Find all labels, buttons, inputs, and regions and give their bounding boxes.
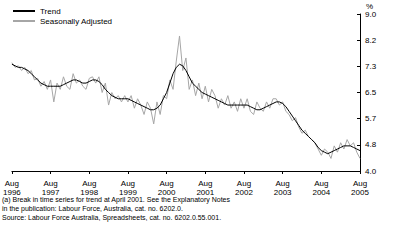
svg-text:in the publication: Labour For: in the publication: Labour Force, Austra… (2, 205, 183, 213)
svg-text:1999: 1999 (119, 188, 137, 197)
svg-text:Aug: Aug (5, 179, 19, 188)
svg-text:Aug: Aug (198, 179, 212, 188)
svg-text:1996: 1996 (3, 188, 21, 197)
svg-text:2003: 2003 (274, 188, 292, 197)
svg-text:Seasonally Adjusted: Seasonally Adjusted (40, 17, 112, 26)
svg-text:Trend: Trend (40, 7, 61, 16)
svg-text:Aug: Aug (353, 179, 367, 188)
svg-text:2004: 2004 (312, 188, 330, 197)
svg-text:Aug: Aug (276, 179, 290, 188)
svg-text:2001: 2001 (196, 188, 214, 197)
svg-text:5.7: 5.7 (365, 114, 377, 123)
svg-text:4.0: 4.0 (365, 167, 377, 176)
svg-text:9.0: 9.0 (365, 10, 377, 19)
svg-text:1997: 1997 (42, 188, 60, 197)
svg-text:(a) Break in time series for t: (a) Break in time series for trend at Ap… (2, 196, 231, 204)
svg-text:6.5: 6.5 (365, 88, 377, 97)
svg-text:Aug: Aug (43, 179, 57, 188)
svg-text:1998: 1998 (80, 188, 98, 197)
svg-text:Aug: Aug (159, 179, 173, 188)
svg-text:Aug: Aug (82, 179, 96, 188)
svg-text:2000: 2000 (158, 188, 176, 197)
svg-text:4.8: 4.8 (365, 140, 377, 149)
svg-text:Aug: Aug (314, 179, 328, 188)
svg-text:2005: 2005 (351, 188, 369, 197)
svg-text:2002: 2002 (235, 188, 253, 197)
svg-text:Aug: Aug (237, 179, 251, 188)
svg-text:Source: Labour Force Australia: Source: Labour Force Australia, Spreadsh… (2, 214, 221, 222)
svg-text:7.3: 7.3 (365, 62, 377, 71)
svg-text:Aug: Aug (121, 179, 135, 188)
svg-text:8.2: 8.2 (365, 36, 377, 45)
